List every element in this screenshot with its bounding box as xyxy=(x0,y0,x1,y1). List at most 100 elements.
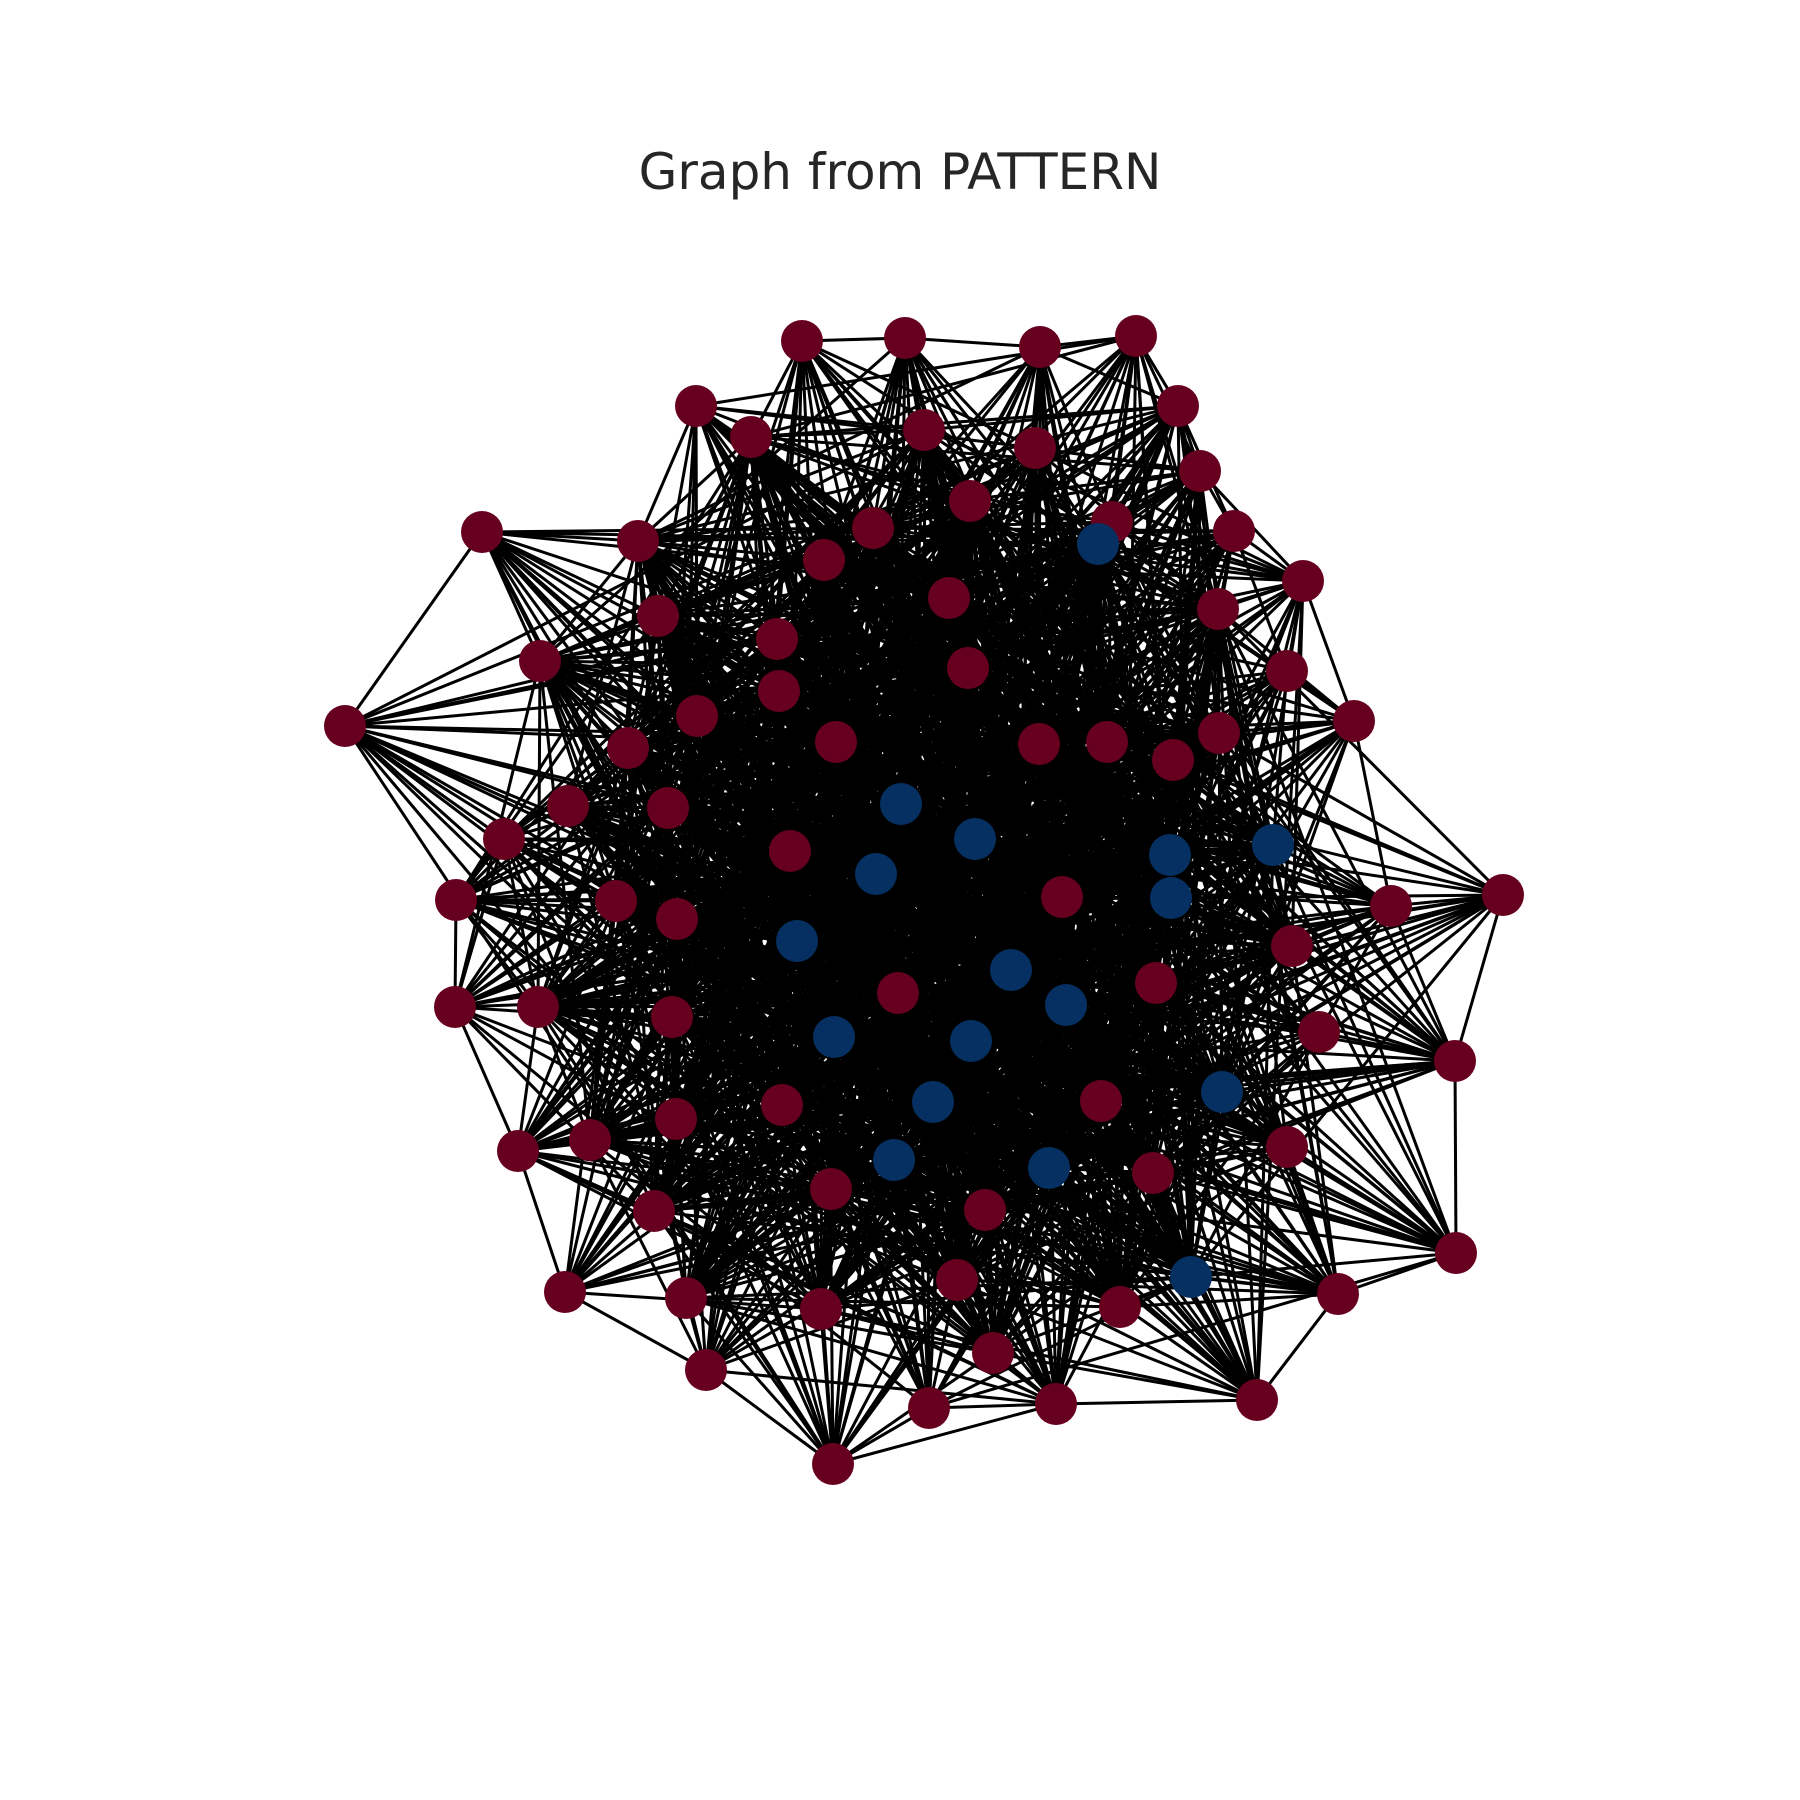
graph-node-class-0 xyxy=(810,1168,852,1210)
graph-node-class-0 xyxy=(637,595,679,637)
graph-node-class-0 xyxy=(607,727,649,769)
graph-edge xyxy=(615,899,1157,985)
graph-edge xyxy=(1189,1091,1224,1278)
graph-edge xyxy=(589,1138,986,1212)
graph-edge xyxy=(820,1275,1192,1311)
graph-edge xyxy=(832,1402,1057,1466)
graph-node-class-0 xyxy=(655,1098,697,1140)
graph-edge xyxy=(1119,1292,1339,1309)
graph-edge xyxy=(653,1100,934,1213)
graph-edge xyxy=(627,666,969,750)
graph-edge xyxy=(455,898,1293,948)
graph-node-class-0 xyxy=(1298,1011,1340,1053)
graph-node-class-0 xyxy=(1080,1080,1122,1122)
graph-edge xyxy=(789,843,1274,853)
graph-node-class-0 xyxy=(1482,874,1524,916)
graph-edge xyxy=(704,1188,833,1371)
graph-edge xyxy=(1189,894,1505,1278)
graph-edge xyxy=(455,898,832,1191)
graph-edge xyxy=(1190,1251,1457,1279)
graph-node-class-0 xyxy=(852,507,894,549)
graph-edge xyxy=(776,637,969,670)
graph-node-class-0 xyxy=(1157,385,1199,427)
graph-edge xyxy=(657,542,1099,618)
graph-edge xyxy=(992,1145,1288,1355)
graph-node-class-1 xyxy=(1150,877,1192,919)
graph-node-class-0 xyxy=(964,1189,1006,1231)
graph-edge xyxy=(932,1100,1050,1170)
graph-edge xyxy=(453,1006,520,1152)
graph-edge xyxy=(516,1150,567,1293)
graph-edge xyxy=(667,742,1040,810)
graph-node-class-0 xyxy=(1236,1379,1278,1421)
graph-edge xyxy=(455,898,835,1039)
graph-title: Graph from PATTERN xyxy=(638,143,1162,201)
graph-edge xyxy=(675,991,899,1121)
graph-node-class-0 xyxy=(676,695,718,737)
graph-edge xyxy=(1271,670,1289,846)
graph-edge xyxy=(1055,1398,1258,1406)
graph-edge xyxy=(637,539,825,562)
graph-edge xyxy=(1218,731,1504,897)
graph-edge xyxy=(705,1368,834,1466)
graph-edge xyxy=(675,1099,1102,1121)
graph-edge xyxy=(781,1103,1339,1296)
graph-node-class-0 xyxy=(685,1349,727,1391)
graph-edge xyxy=(589,1138,930,1410)
graph-edge xyxy=(1318,1030,1456,1063)
graph-node-class-0 xyxy=(1282,560,1324,602)
graph-edge xyxy=(344,637,778,728)
graph-edge xyxy=(956,1171,1154,1282)
graph-edge xyxy=(789,849,1172,900)
graph-edge xyxy=(343,531,484,727)
node-layer xyxy=(324,315,1524,1485)
graph-edge xyxy=(1216,608,1458,1254)
graph-edge xyxy=(1100,1059,1456,1103)
graph-edge xyxy=(1154,982,1224,1093)
graph-node-class-0 xyxy=(815,721,857,763)
graph-edge xyxy=(1118,1091,1224,1308)
graph-edge xyxy=(589,1138,1339,1296)
graph-edge xyxy=(781,1039,972,1107)
graph-edge xyxy=(637,428,925,543)
graph-node-class-0 xyxy=(1135,962,1177,1004)
graph-edge xyxy=(589,1030,1320,1142)
graph-node-class-0 xyxy=(903,409,945,451)
graph-edge xyxy=(991,1091,1224,1354)
graph-edge xyxy=(928,1251,1457,1410)
graph-edge xyxy=(695,404,1036,450)
graph-node-class-0 xyxy=(324,705,366,747)
graph-edge xyxy=(563,1016,674,1293)
graph-node-class-0 xyxy=(949,480,991,522)
graph-node-class-1 xyxy=(1045,984,1087,1026)
graph-edge xyxy=(992,1351,1258,1402)
graph-node-class-0 xyxy=(1271,925,1313,967)
graph-node-class-1 xyxy=(1170,1256,1212,1298)
graph-edge xyxy=(956,1278,1339,1296)
graph-edge xyxy=(796,939,1157,985)
graph-node-class-1 xyxy=(873,1139,915,1181)
graph-edge xyxy=(537,939,798,1009)
graph-edge xyxy=(1286,1145,1457,1255)
graph-edge xyxy=(928,1402,1057,1410)
graph-node-class-0 xyxy=(547,785,589,827)
graph-node-class-0 xyxy=(461,511,503,553)
graph-edge xyxy=(781,1103,1050,1170)
graph-edge xyxy=(1154,982,1193,1278)
graph-edge xyxy=(833,1003,1067,1039)
graph-edge xyxy=(454,939,798,1009)
graph-edge xyxy=(1064,1003,1340,1296)
graph-node-class-0 xyxy=(761,1084,803,1126)
graph-node-class-0 xyxy=(1435,1232,1477,1274)
graph-edge xyxy=(539,637,778,663)
graph-node-class-0 xyxy=(595,880,637,922)
graph-node-class-0 xyxy=(1198,712,1240,754)
graph-node-class-0 xyxy=(1197,588,1239,630)
graph-edge xyxy=(1064,1004,1259,1401)
graph-edge xyxy=(1453,894,1505,1062)
graph-edge xyxy=(829,1188,931,1409)
graph-node-class-0 xyxy=(434,986,476,1028)
graph-node-class-1 xyxy=(813,1016,855,1058)
graph-node-class-0 xyxy=(758,670,800,712)
graph-edge xyxy=(539,558,825,663)
